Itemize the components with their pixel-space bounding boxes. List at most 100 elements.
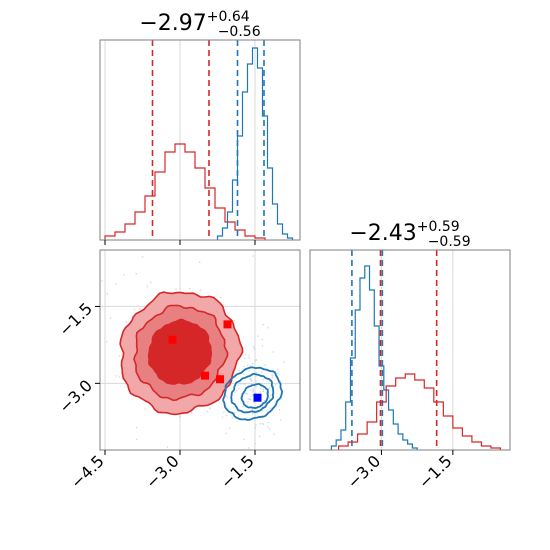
x-tick-label: −1.5 <box>217 451 258 492</box>
sample-point <box>271 376 274 379</box>
histogram-red <box>337 373 502 450</box>
sample-point <box>231 417 234 419</box>
sample-point <box>243 357 246 360</box>
sample-point <box>146 285 149 288</box>
sample-point <box>178 415 181 418</box>
sample-point <box>262 388 265 391</box>
x-tick-label: −4.5 <box>67 451 108 492</box>
title-plus: +0.59 <box>417 219 460 235</box>
sample-point <box>254 392 256 394</box>
title-plus: +0.64 <box>207 9 250 25</box>
sample-point <box>255 359 257 362</box>
sample-point <box>133 308 136 311</box>
sample-point <box>144 408 147 410</box>
sample-point <box>274 383 277 386</box>
sample-point <box>252 388 254 390</box>
sample-point <box>255 380 257 382</box>
sample-point <box>259 422 261 425</box>
sample-point <box>263 399 266 402</box>
sample-point <box>259 391 261 393</box>
x-tick-label: −1.5 <box>415 451 456 492</box>
sample-point <box>257 335 259 337</box>
joint-panel: −4.5 −3.0 −1.5 −1.5 −3.0 <box>55 246 301 492</box>
histogram-blue <box>216 47 294 240</box>
sample-point <box>237 384 239 386</box>
title-median: −2.43 <box>349 221 416 246</box>
marker-red <box>201 371 209 380</box>
sample-point <box>241 405 244 408</box>
sample-point <box>255 424 257 426</box>
sample-point <box>208 407 211 410</box>
x-tick-label: −3.0 <box>343 451 384 492</box>
sample-point <box>255 385 258 388</box>
sample-point <box>166 446 169 448</box>
contour-inner-red <box>147 318 212 385</box>
title-param1: −2.97+0.64 −0.56 <box>139 9 260 40</box>
sample-point <box>243 373 245 376</box>
sample-point <box>137 247 139 249</box>
sample-point <box>206 410 209 413</box>
sample-point <box>221 416 224 418</box>
sample-point <box>249 377 251 380</box>
contour-outer-blue <box>222 366 284 421</box>
sample-point <box>239 382 242 385</box>
sample-point <box>190 412 193 414</box>
sample-point <box>251 379 253 382</box>
sample-point <box>198 261 201 263</box>
sample-point <box>152 454 154 456</box>
contour-inner-blue <box>240 383 269 410</box>
sample-point <box>115 375 118 377</box>
sample-point <box>265 392 268 394</box>
sample-point <box>261 338 264 341</box>
histogram-blue <box>330 265 418 450</box>
sample-point <box>243 365 245 368</box>
x-ticks <box>104 240 256 245</box>
sample-point <box>271 373 273 375</box>
axes-frame <box>309 249 511 451</box>
sample-point <box>123 274 125 276</box>
sample-point <box>199 289 202 292</box>
sample-point <box>253 347 256 350</box>
sample-point <box>264 364 266 366</box>
sample-point <box>225 414 228 417</box>
axes-frame <box>99 249 301 451</box>
marker-red <box>168 335 177 344</box>
sample-point <box>118 355 121 357</box>
sample-point <box>260 246 262 248</box>
sample-point <box>72 366 74 368</box>
axes-frame <box>99 39 301 241</box>
sample-point <box>242 383 244 385</box>
grid <box>104 40 256 240</box>
sample-point <box>175 288 177 290</box>
sample-point <box>125 321 128 323</box>
sample-point <box>278 408 281 411</box>
sample-point <box>268 397 271 400</box>
marker-red <box>223 320 232 329</box>
sample-point <box>262 423 265 426</box>
x-ticks: −4.5 −3.0 −1.5 <box>67 450 258 492</box>
sample-point <box>248 357 250 359</box>
sample-point <box>118 376 121 378</box>
sample-point <box>225 394 228 397</box>
sample-point <box>259 387 262 390</box>
sample-point <box>226 396 229 399</box>
sample-point <box>150 281 152 284</box>
title-param2: −2.43+0.59 −0.59 <box>349 219 470 250</box>
sample-point <box>138 307 141 310</box>
sample-point <box>246 392 248 395</box>
sample-point <box>247 400 249 403</box>
y-tick-label: −1.5 <box>55 299 96 340</box>
sample-point <box>254 442 256 445</box>
sample-point <box>261 410 264 412</box>
sample-point <box>141 255 144 258</box>
sample-point <box>228 427 231 430</box>
sample-point <box>254 426 257 429</box>
sample-point <box>101 280 104 282</box>
sample-point <box>233 412 236 415</box>
sample-point <box>251 362 254 365</box>
title-minus: −0.59 <box>428 234 471 250</box>
sample-point <box>262 378 265 381</box>
sample-point <box>277 368 279 371</box>
sample-point <box>244 383 246 385</box>
sample-point <box>234 391 236 394</box>
